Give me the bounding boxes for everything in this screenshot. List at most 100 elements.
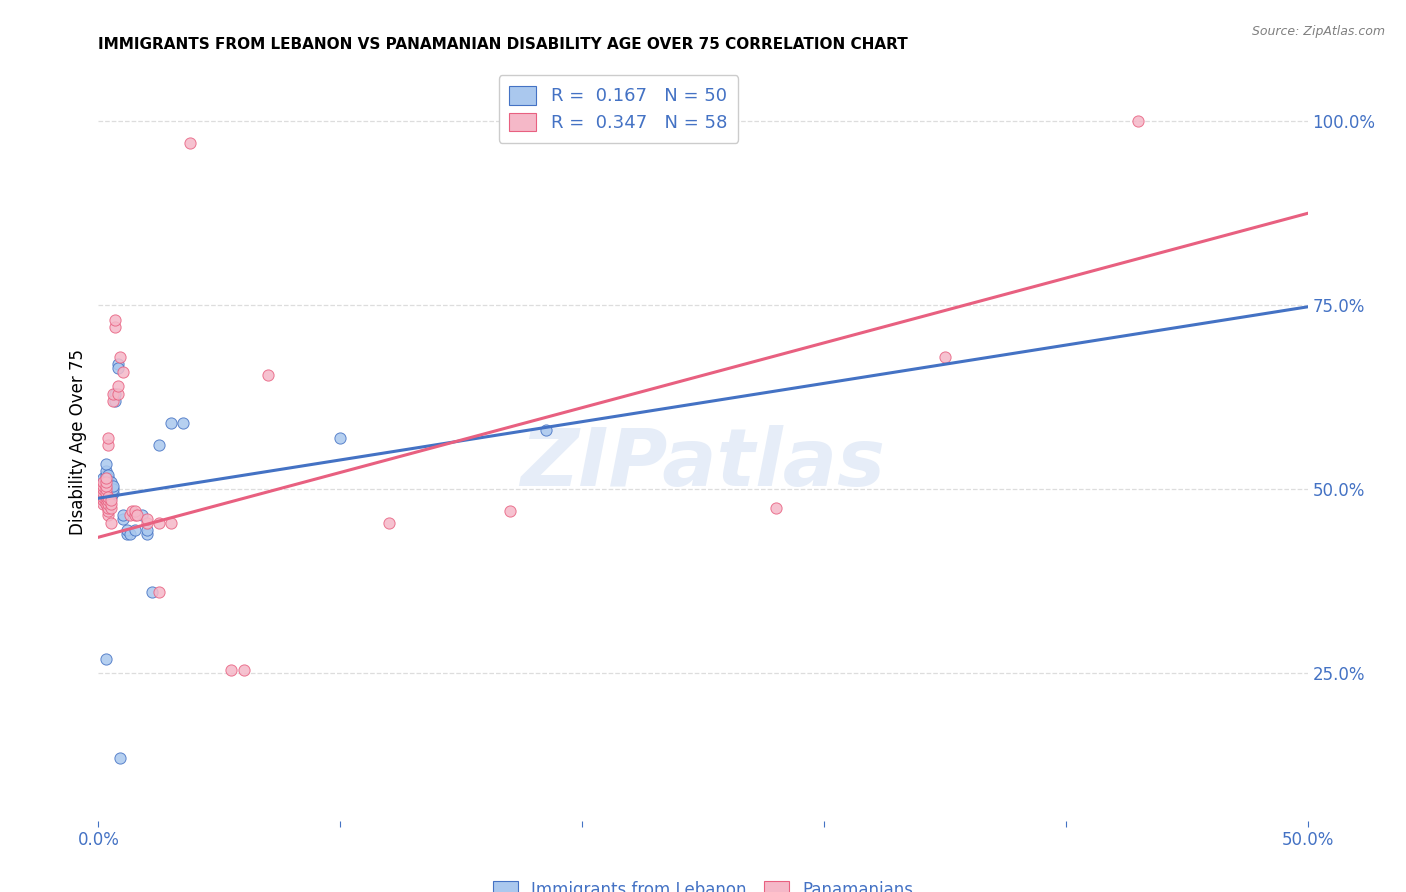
Point — [97, 471, 120, 485]
Point — [91, 486, 114, 500]
Point — [90, 479, 112, 493]
Point — [97, 486, 120, 500]
Point — [100, 490, 122, 504]
Point — [131, 508, 153, 523]
Point — [111, 365, 134, 379]
Point — [100, 475, 122, 489]
Point — [135, 526, 157, 541]
Point — [97, 479, 120, 493]
Point — [124, 504, 146, 518]
Point — [172, 416, 194, 430]
Point — [94, 490, 117, 504]
Point — [148, 585, 170, 599]
Point — [97, 490, 120, 504]
Point — [127, 508, 149, 523]
Point — [107, 379, 129, 393]
Point — [117, 523, 139, 537]
Point — [124, 523, 146, 537]
Point — [135, 516, 157, 530]
Point — [94, 483, 117, 497]
Point — [377, 516, 399, 530]
Point — [100, 479, 122, 493]
Point — [94, 493, 117, 508]
Point — [94, 457, 117, 471]
Y-axis label: Disability Age Over 75: Disability Age Over 75 — [69, 349, 87, 534]
Point — [94, 479, 117, 493]
Point — [94, 483, 117, 497]
Point — [101, 386, 124, 401]
Point — [97, 483, 120, 497]
Point — [101, 479, 124, 493]
Point — [94, 464, 117, 478]
Point — [107, 386, 129, 401]
Point — [148, 516, 170, 530]
Point — [179, 136, 201, 151]
Point — [160, 416, 183, 430]
Point — [91, 497, 114, 511]
Point — [94, 486, 117, 500]
Point — [91, 493, 114, 508]
Point — [91, 471, 114, 485]
Point — [135, 512, 157, 526]
Point — [90, 479, 112, 493]
Text: ZIPatlas: ZIPatlas — [520, 425, 886, 503]
Point — [534, 424, 557, 438]
Point — [94, 490, 117, 504]
Text: IMMIGRANTS FROM LEBANON VS PANAMANIAN DISABILITY AGE OVER 75 CORRELATION CHART: IMMIGRANTS FROM LEBANON VS PANAMANIAN DI… — [98, 37, 908, 52]
Point — [100, 500, 122, 515]
Point — [135, 523, 157, 537]
Point — [100, 516, 122, 530]
Point — [329, 431, 352, 445]
Point — [160, 516, 183, 530]
Point — [111, 512, 134, 526]
Point — [100, 483, 122, 497]
Point — [118, 526, 141, 541]
Point — [221, 663, 243, 677]
Point — [498, 504, 520, 518]
Point — [91, 483, 114, 497]
Point — [232, 663, 254, 677]
Point — [934, 350, 956, 364]
Point — [118, 508, 141, 523]
Point — [124, 508, 146, 523]
Point — [97, 504, 120, 518]
Point — [100, 486, 122, 500]
Point — [90, 490, 112, 504]
Point — [97, 490, 120, 504]
Point — [148, 438, 170, 452]
Point — [101, 486, 124, 500]
Text: Source: ZipAtlas.com: Source: ZipAtlas.com — [1251, 25, 1385, 38]
Point — [765, 500, 787, 515]
Point — [94, 479, 117, 493]
Point — [97, 475, 120, 489]
Point — [1128, 114, 1150, 128]
Point — [108, 751, 131, 765]
Point — [94, 486, 117, 500]
Point — [107, 357, 129, 371]
Point — [111, 508, 134, 523]
Point — [104, 320, 127, 334]
Point — [117, 526, 139, 541]
Point — [101, 394, 124, 409]
Legend: Immigrants from Lebanon, Panamanians: Immigrants from Lebanon, Panamanians — [486, 874, 920, 892]
Point — [104, 313, 127, 327]
Point — [94, 475, 117, 489]
Point — [94, 497, 117, 511]
Point — [101, 483, 124, 497]
Point — [91, 479, 114, 493]
Point — [121, 504, 143, 518]
Point — [94, 471, 117, 485]
Point — [90, 483, 112, 497]
Point — [97, 467, 120, 482]
Point — [97, 497, 120, 511]
Point — [97, 508, 120, 523]
Point — [94, 475, 117, 489]
Point — [91, 475, 114, 489]
Point — [91, 479, 114, 493]
Point — [100, 497, 122, 511]
Point — [97, 431, 120, 445]
Point — [97, 497, 120, 511]
Point — [97, 438, 120, 452]
Point — [97, 493, 120, 508]
Point — [94, 651, 117, 665]
